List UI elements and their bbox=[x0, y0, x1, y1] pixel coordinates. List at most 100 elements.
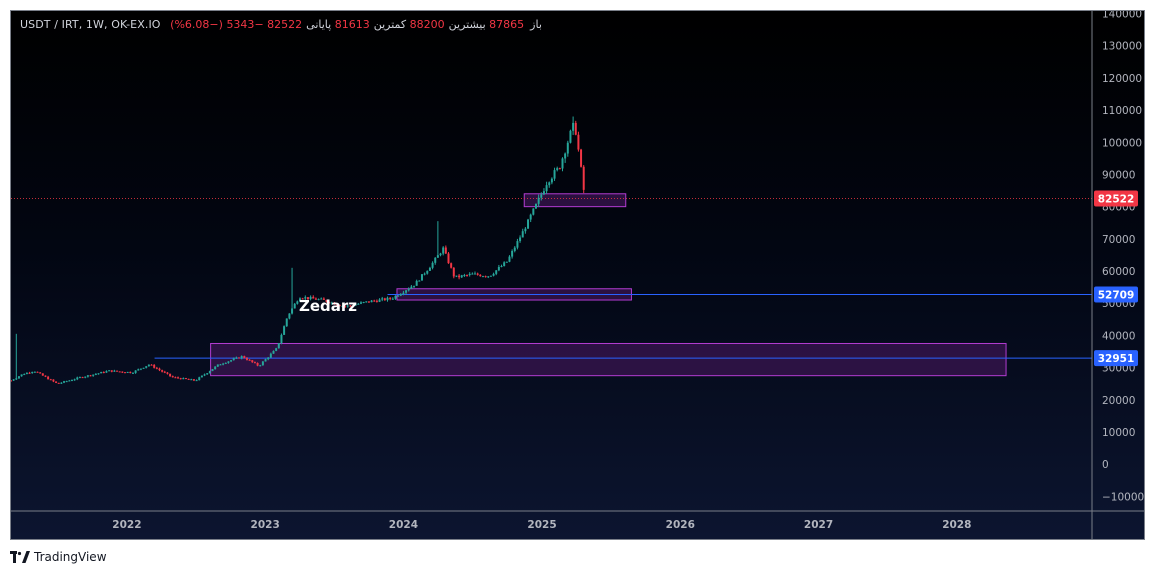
candle-body bbox=[296, 301, 299, 304]
candle-9 bbox=[33, 371, 36, 373]
candle-10 bbox=[36, 371, 39, 373]
candle-body bbox=[187, 378, 190, 380]
candle-14 bbox=[47, 375, 50, 380]
candle-121 bbox=[330, 301, 333, 305]
legend-close-label: پایانی bbox=[306, 18, 332, 31]
price-tag-52709-bg bbox=[1094, 286, 1138, 303]
candle-body bbox=[370, 300, 373, 303]
candle-101 bbox=[277, 343, 280, 349]
candle-body bbox=[283, 326, 286, 335]
candle-187 bbox=[505, 261, 508, 263]
candle-90 bbox=[248, 359, 251, 361]
legend-close-value: 82522 bbox=[267, 18, 303, 31]
candle-110 bbox=[301, 297, 304, 300]
candle-body bbox=[163, 371, 166, 373]
candle-body bbox=[198, 377, 201, 381]
candle-body bbox=[179, 378, 182, 380]
candle-body bbox=[399, 294, 402, 296]
candle-body bbox=[474, 273, 477, 275]
candle-32 bbox=[94, 373, 97, 376]
candle-body bbox=[235, 357, 238, 359]
candle-body bbox=[537, 197, 540, 204]
candle-204 bbox=[550, 177, 553, 185]
candle-body bbox=[378, 299, 381, 302]
candle-body bbox=[556, 168, 559, 171]
candle-188 bbox=[508, 255, 511, 263]
candle-body bbox=[126, 371, 129, 373]
candle-body bbox=[259, 365, 262, 367]
candle-158 bbox=[428, 266, 431, 271]
candle-body bbox=[60, 382, 63, 384]
candle-52 bbox=[147, 364, 150, 367]
candle-body bbox=[248, 359, 251, 361]
candle-185 bbox=[500, 264, 503, 268]
candle-130 bbox=[354, 302, 357, 306]
candle-92 bbox=[253, 361, 256, 364]
candle-body bbox=[322, 298, 325, 300]
candle-body bbox=[320, 298, 323, 300]
candle-200 bbox=[540, 192, 543, 201]
candle-body bbox=[489, 275, 492, 277]
candle-42 bbox=[121, 371, 124, 374]
candle-body bbox=[455, 275, 458, 277]
candle-body bbox=[357, 303, 360, 305]
candle-body bbox=[566, 142, 569, 154]
candle-body bbox=[200, 375, 203, 378]
candle-122 bbox=[333, 301, 336, 305]
candle-105 bbox=[288, 313, 291, 320]
candle-body bbox=[439, 253, 442, 256]
candle-body bbox=[410, 286, 413, 289]
candle-128 bbox=[349, 305, 352, 307]
candle-body bbox=[288, 313, 291, 319]
candle-95 bbox=[261, 360, 264, 366]
candle-199 bbox=[537, 194, 540, 208]
candle-50 bbox=[142, 367, 145, 369]
candle-62 bbox=[174, 376, 177, 379]
legend-symbol[interactable]: USDT / IRT, 1W, OK-EX.IO bbox=[20, 18, 161, 31]
candle-body bbox=[383, 298, 386, 301]
candle-body bbox=[389, 297, 392, 299]
candle-179 bbox=[484, 275, 487, 278]
candle-145 bbox=[394, 295, 397, 300]
candle-111 bbox=[304, 295, 307, 301]
candle-body bbox=[36, 371, 39, 373]
price-chart[interactable]: 1400001300001200001100001000009000080000… bbox=[11, 11, 1145, 540]
candle-body bbox=[375, 300, 378, 302]
candle-body bbox=[413, 285, 416, 287]
candle-body bbox=[108, 370, 111, 372]
candle-146 bbox=[397, 294, 400, 297]
candle-56 bbox=[158, 367, 161, 372]
candle-108 bbox=[296, 300, 299, 305]
candle-body bbox=[65, 381, 68, 383]
y-tick-label: 130000 bbox=[1102, 41, 1142, 53]
candle-5 bbox=[23, 373, 26, 376]
candle-76 bbox=[211, 369, 214, 372]
candle-71 bbox=[198, 376, 201, 381]
x-tick-label: 2026 bbox=[666, 519, 695, 531]
candle-177 bbox=[479, 274, 482, 277]
candle-13 bbox=[44, 375, 47, 378]
candle-body bbox=[450, 263, 453, 268]
tradingview-brand[interactable]: TradingView bbox=[10, 548, 107, 566]
candle-body bbox=[460, 275, 463, 278]
candle-body bbox=[227, 361, 230, 363]
candle-body bbox=[402, 292, 405, 295]
candle-body bbox=[131, 372, 134, 374]
candle-21 bbox=[65, 380, 68, 383]
candle-body bbox=[232, 358, 235, 361]
watermark-text: Zedarz bbox=[299, 297, 357, 315]
candle-144 bbox=[391, 297, 394, 300]
candle-body bbox=[415, 280, 418, 286]
candle-140 bbox=[381, 296, 384, 302]
candle-116 bbox=[317, 298, 320, 301]
candle-body bbox=[487, 276, 490, 278]
candle-102 bbox=[280, 333, 283, 345]
candle-112 bbox=[306, 297, 309, 301]
price-tag-32951-bg bbox=[1094, 350, 1138, 367]
candle-body bbox=[431, 262, 434, 268]
candle-66 bbox=[184, 377, 187, 380]
candle-215 bbox=[580, 148, 583, 168]
candle-body bbox=[33, 371, 36, 373]
candle-body bbox=[497, 266, 500, 271]
last-price-tag-bg bbox=[1094, 190, 1138, 207]
